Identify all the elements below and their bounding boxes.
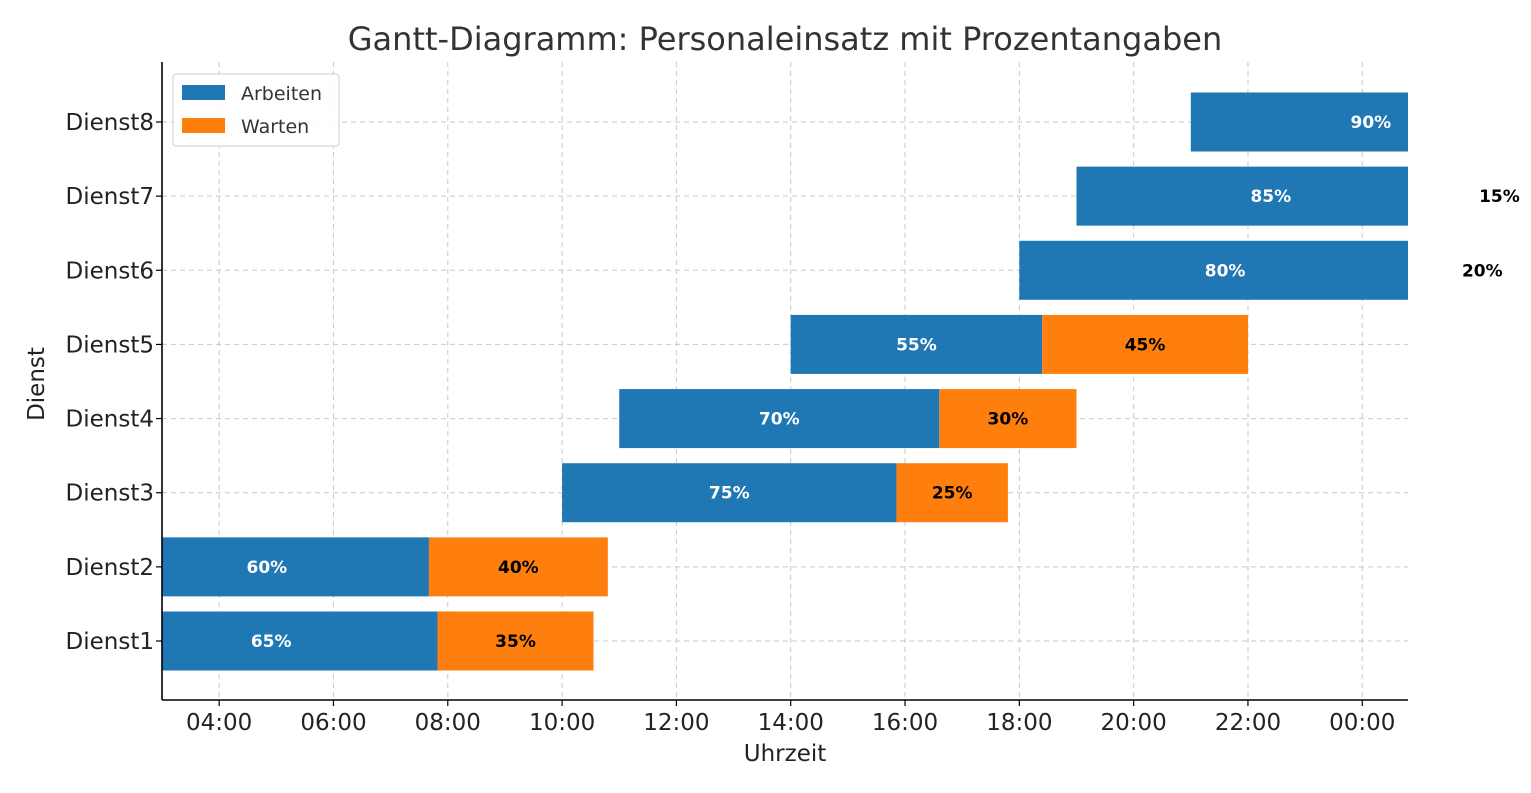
y-tick-label: Dienst8 xyxy=(66,110,154,136)
bar-label-arbeiten-dienst2: 60% xyxy=(247,558,288,578)
bar-warten-dienst5 xyxy=(1042,314,1248,374)
x-tick-label: 20:00 xyxy=(1101,710,1167,736)
bar-warten-dienst2 xyxy=(428,537,608,597)
x-tick-label: 22:00 xyxy=(1215,710,1281,736)
bars-clipped xyxy=(162,92,1408,671)
bar-label-warten-dienst2: 40% xyxy=(498,558,539,578)
bar-label-arbeiten-dienst7: 85% xyxy=(1250,187,1291,207)
bar-warten-dienst3 xyxy=(896,463,1008,523)
legend-swatch-warten xyxy=(182,118,225,133)
y-tick-label: Dienst6 xyxy=(66,258,154,284)
bar-arbeiten-dienst8 xyxy=(1190,92,1408,152)
x-tick-label: 00:00 xyxy=(1329,710,1395,736)
bar-label-warten-dienst3: 25% xyxy=(932,484,973,504)
x-tick-label: 04:00 xyxy=(186,710,252,736)
x-tick-label: 18:00 xyxy=(986,710,1052,736)
grid-lines xyxy=(162,62,1408,700)
bar-label-warten-dienst1: 35% xyxy=(495,632,536,652)
legend-swatch-arbeiten xyxy=(182,85,225,100)
bar-label-arbeiten-dienst4: 70% xyxy=(759,410,800,430)
bar-arbeiten-dienst4 xyxy=(619,389,940,449)
axes: 04:00 06:00 08:00 10:00 12:00 14:00 16:00 18:00… xyxy=(66,62,1408,736)
bar-arbeiten-dienst5 xyxy=(790,314,1043,374)
legend: Arbeiten Warten xyxy=(172,73,340,147)
y-tick-label: Dienst2 xyxy=(66,555,154,581)
bar-label-arbeiten-dienst1: 65% xyxy=(251,632,292,652)
bar-labels: 65% 60% 75% 70% 55% 80% 85% 90% 35% 40% 25% 30% 45% 2… xyxy=(247,113,1520,652)
x-tick-label: 06:00 xyxy=(300,710,366,736)
bar-label-warten-dienst4: 30% xyxy=(988,410,1029,430)
bar-arbeiten-dienst7 xyxy=(1076,166,1408,226)
bar-label-arbeiten-dienst8: 90% xyxy=(1350,113,1391,133)
y-tick-label: Dienst4 xyxy=(66,407,154,433)
x-tick-label: 10:00 xyxy=(529,710,595,736)
y-axis-label: Dienst xyxy=(24,347,50,421)
x-tick-label: 14:00 xyxy=(758,710,824,736)
x-tick-label: 12:00 xyxy=(643,710,709,736)
legend-label-warten: Warten xyxy=(241,116,309,138)
bar-warten-dienst1 xyxy=(437,611,594,671)
bar-label-warten-dienst5: 45% xyxy=(1125,335,1166,355)
chart-title: Gantt-Diagramm: Personaleinsatz mit Proz… xyxy=(348,20,1222,58)
bar-label-warten-dienst7: 15% xyxy=(1479,187,1520,207)
y-tick-label: Dienst1 xyxy=(66,629,154,655)
y-tick-label: Dienst7 xyxy=(66,184,154,210)
x-tick-label: 08:00 xyxy=(415,710,481,736)
bar-arbeiten-dienst3 xyxy=(562,463,897,523)
bar-arbeiten-dienst2 xyxy=(162,537,429,597)
bar-label-arbeiten-dienst5: 55% xyxy=(896,335,937,355)
y-tick-label: Dienst5 xyxy=(66,332,154,358)
bar-label-warten-dienst6: 20% xyxy=(1462,261,1503,281)
bar-warten-dienst4 xyxy=(939,389,1077,449)
legend-label-arbeiten: Arbeiten xyxy=(241,83,322,105)
bar-arbeiten-dienst6 xyxy=(1019,240,1408,300)
y-tick-label: Dienst3 xyxy=(66,481,154,507)
x-axis-label: Uhrzeit xyxy=(744,741,827,767)
bar-label-arbeiten-dienst6: 80% xyxy=(1205,261,1246,281)
x-tick-label: 16:00 xyxy=(872,710,938,736)
bar-label-arbeiten-dienst3: 75% xyxy=(709,484,750,504)
bars: 65% 60% 75% 70% 55% 80% 85% 90% 35% 40% 25% 30% 45% 2… xyxy=(162,92,1520,671)
bar-arbeiten-dienst1 xyxy=(162,611,438,671)
